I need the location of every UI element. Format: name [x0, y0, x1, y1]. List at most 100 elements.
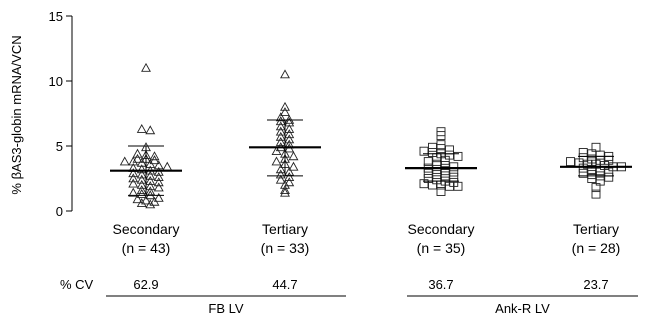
- data-point: [128, 178, 139, 188]
- category-n-label: (n = 28): [572, 240, 621, 256]
- data-point: [566, 157, 575, 167]
- data-point: [271, 156, 282, 166]
- data-point: [419, 146, 429, 156]
- data-point: [284, 123, 295, 133]
- data-point: [141, 195, 151, 205]
- data-point: [128, 187, 139, 197]
- data-point: [440, 171, 450, 181]
- data-point: [136, 179, 147, 189]
- data-point: [428, 142, 437, 152]
- data-point: [145, 125, 156, 135]
- data-point: [449, 162, 459, 172]
- data-point: [288, 161, 299, 171]
- data-point: [153, 160, 164, 170]
- data-point: [275, 169, 286, 179]
- data-point: [284, 117, 295, 127]
- category-name: Secondary: [113, 221, 180, 237]
- data-point: [436, 127, 446, 137]
- category-n-label: (n = 43): [122, 240, 171, 256]
- data-point: [145, 170, 156, 180]
- data-point: [453, 151, 463, 161]
- data-point: [145, 181, 156, 191]
- group-labels: FB LV Ank-R LV: [106, 295, 638, 316]
- y-tick-label: 5: [56, 139, 63, 154]
- data-point: [136, 174, 147, 184]
- data-point: [578, 148, 588, 157]
- y-ticks: 0 5 10 15: [49, 9, 72, 219]
- data-point: [432, 170, 442, 180]
- data-point: [280, 185, 290, 195]
- data-point: [153, 177, 164, 187]
- data-point: [284, 166, 295, 176]
- data-point: [141, 62, 151, 72]
- data-point: [595, 150, 605, 160]
- data-point: [275, 121, 286, 131]
- data-point: [591, 189, 601, 199]
- cv-row-label: % CV: [60, 277, 94, 292]
- data-point: [275, 126, 286, 136]
- data-point: [591, 142, 601, 152]
- data-point: [153, 182, 164, 192]
- data-point: [136, 169, 147, 179]
- data-point: [149, 151, 160, 161]
- data-point: [578, 153, 588, 163]
- cv-value: 36.7: [428, 277, 453, 292]
- cv-value: 23.7: [583, 277, 608, 292]
- category-name: Secondary: [408, 221, 475, 237]
- data-point: [128, 156, 139, 166]
- data-point: [275, 131, 286, 141]
- data-point: [284, 129, 295, 139]
- data-point: [436, 187, 446, 196]
- data-point: [284, 177, 295, 187]
- data-point: [578, 168, 588, 178]
- data-point: [423, 174, 433, 183]
- data-point: [280, 179, 290, 189]
- data-point: [280, 107, 290, 117]
- data-point: [275, 112, 286, 122]
- data-point: [423, 157, 433, 167]
- cv-value: 62.9: [133, 277, 158, 292]
- category-name: Tertiary: [573, 221, 619, 237]
- data-points: [119, 62, 626, 209]
- y-axis: 0 5 10 15: [49, 9, 73, 219]
- data-point: [280, 69, 290, 79]
- data-point: [153, 192, 164, 202]
- group-label: FB LV: [208, 301, 243, 316]
- data-point: [153, 172, 164, 182]
- data-point: [145, 186, 156, 196]
- data-point: [449, 172, 459, 182]
- data-point: [132, 153, 143, 163]
- mean-sd-bars: [110, 119, 632, 196]
- data-point: [136, 164, 147, 174]
- y-tick-label: 10: [49, 74, 63, 89]
- category-n-label: (n = 33): [261, 240, 310, 256]
- data-point: [428, 148, 437, 157]
- data-point: [132, 148, 143, 158]
- data-point: [119, 156, 130, 166]
- data-point: [275, 164, 286, 174]
- data-point: [423, 168, 433, 178]
- data-point: [436, 140, 446, 150]
- data-point: [432, 164, 442, 174]
- data-point: [128, 168, 139, 178]
- y-tick-label: 15: [49, 9, 63, 24]
- cv-value: 44.7: [272, 277, 297, 292]
- data-point: [136, 185, 147, 195]
- y-tick-label: 0: [56, 204, 63, 219]
- category-labels: Secondary (n = 43) Tertiary (n = 33) Seconda…: [113, 221, 621, 256]
- y-axis-label: % βAS3-globin mRNA/VCN: [9, 35, 24, 194]
- data-point: [284, 134, 295, 144]
- data-point: [280, 187, 290, 197]
- data-point: [288, 151, 299, 161]
- data-point: [445, 150, 454, 160]
- data-point: [132, 194, 143, 204]
- data-point: [595, 176, 605, 186]
- data-point: [445, 145, 454, 155]
- category-name: Tertiary: [262, 221, 308, 237]
- data-point: [128, 173, 139, 183]
- data-point: [162, 161, 173, 171]
- category-n-label: (n = 35): [417, 240, 466, 256]
- data-point: [449, 177, 459, 187]
- data-point: [136, 123, 147, 133]
